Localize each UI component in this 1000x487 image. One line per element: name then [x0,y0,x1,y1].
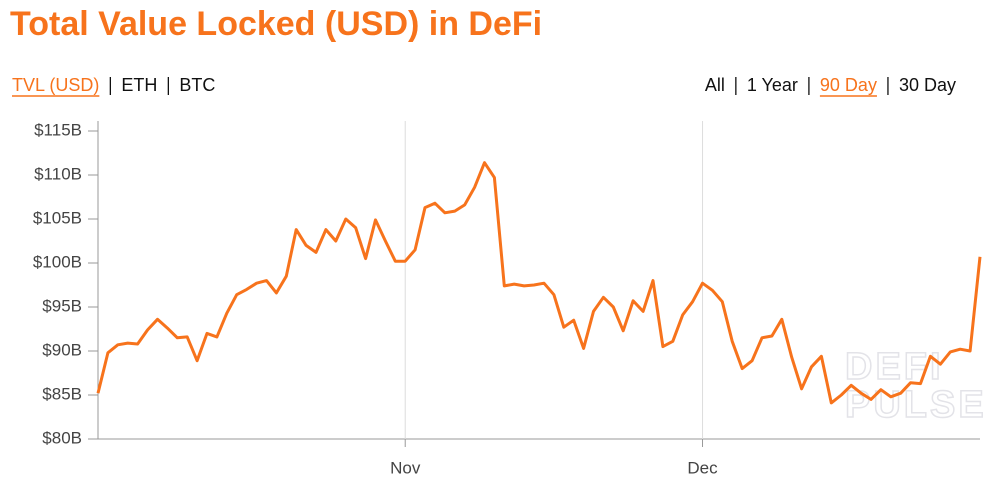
y-tick-label: $100B [33,252,82,271]
tvl-line [96,161,982,405]
y-tick-label: $105B [33,208,82,227]
watermark: PULSE [845,384,987,426]
tab[interactable]: ETH [121,75,157,95]
chart-title: Total Value Locked (USD) in DeFi [10,5,542,43]
tab[interactable]: 1 Year [747,75,798,95]
y-tick-label: $90B [42,340,82,359]
y-tick-label: $95B [42,296,82,315]
tab[interactable]: TVL (USD) [12,75,99,95]
y-tick-label: $115B [34,120,82,139]
tab[interactable]: 90 Day [820,75,877,95]
x-tick-label: Nov [390,458,421,477]
y-tick-label: $80B [42,428,82,447]
watermark: DEFI [845,346,944,388]
tab[interactable]: BTC [179,75,215,95]
tab[interactable]: All [705,75,725,95]
tab[interactable]: 30 Day [899,75,956,95]
y-tick-label: $110B [34,164,82,183]
x-tick-label: Dec [687,458,718,477]
y-tick-label: $85B [42,384,82,403]
